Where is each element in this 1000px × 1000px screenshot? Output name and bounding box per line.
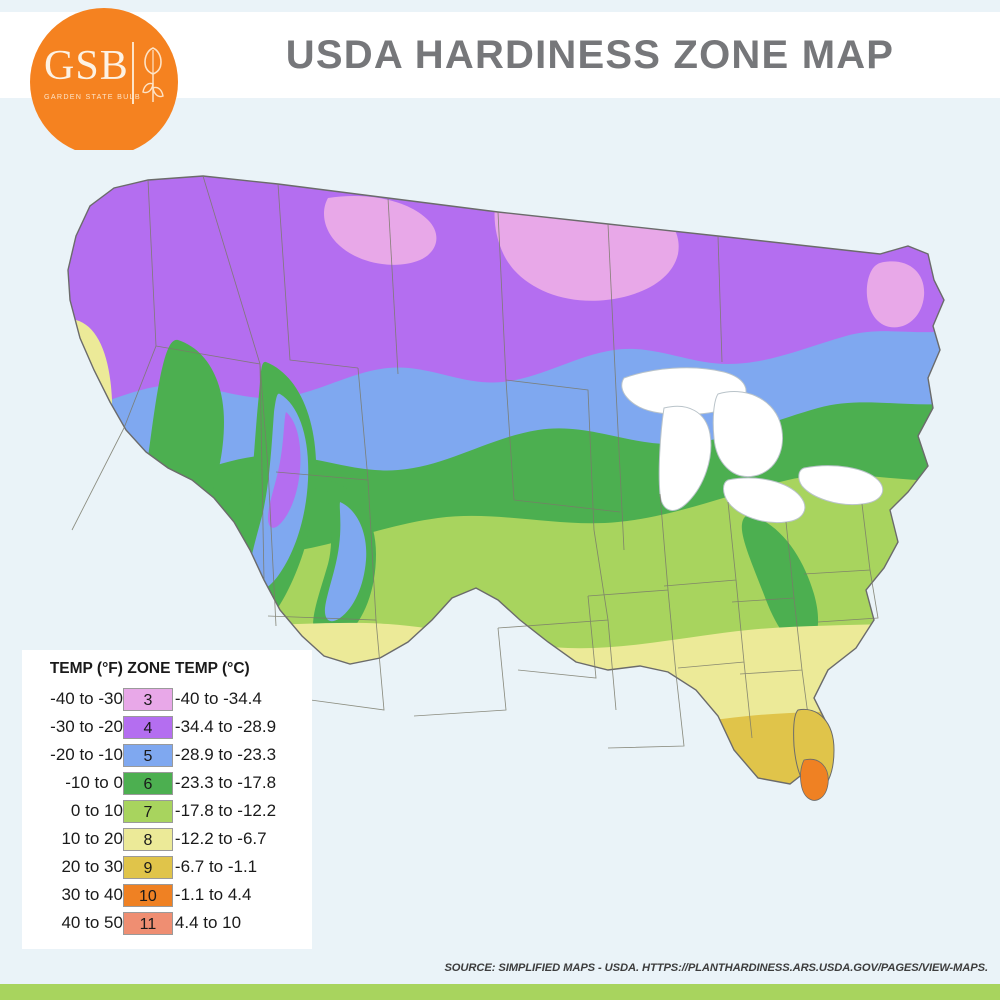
rockies-zone4-core (268, 412, 301, 528)
legend-zone-cell: 9 (122, 853, 175, 881)
legend-zone-cell: 7 (122, 797, 175, 825)
legend-temp-fahrenheit: -40 to -30 (50, 689, 123, 708)
florida-peninsula (793, 708, 835, 801)
legend-temp-celsius: -28.9 to -23.3 (174, 745, 277, 764)
zone-swatch[interactable]: 3 (122, 687, 173, 711)
legend-row: -10 to 0 6 -23.3 to -17.8 (34, 769, 298, 797)
legend-temp-fahrenheit: -20 to -10 (50, 745, 123, 764)
legend-row: 0 to 10 7 -17.8 to -12.2 (34, 797, 298, 825)
colorado-zone5-core (324, 502, 367, 622)
legend-body: -40 to -30 3 -40 to -34.4 -30 to -20 4 -34.4 … (34, 685, 298, 937)
legend-temp-fahrenheit: -30 to -20 (50, 717, 123, 736)
zone-swatch[interactable]: 6 (122, 771, 173, 795)
legend-temp-fahrenheit: 20 to 30 (61, 857, 123, 876)
legend-row: 20 to 30 9 -6.7 to -1.1 (34, 853, 298, 881)
legend-temp-fahrenheit: 40 to 50 (61, 913, 123, 932)
zone-swatch[interactable]: 9 (122, 855, 173, 879)
zone-3-montana (324, 196, 437, 265)
legend-row: 40 to 50 11 4.4 to 10 (34, 909, 298, 937)
legend-temp-celsius: 4.4 to 10 (174, 913, 242, 932)
legend-panel: TEMP (°F) ZONE TEMP (°C) -40 to -30 3 -40 … (22, 650, 312, 949)
legend-temp-celsius: -6.7 to -1.1 (174, 857, 258, 876)
legend-zone-cell: 8 (122, 825, 175, 853)
legend-row: -30 to -20 4 -34.4 to -28.9 (34, 713, 298, 741)
legend-zone-cell: 11 (122, 909, 175, 937)
legend-zone-cell: 10 (122, 881, 175, 909)
logo-divider (132, 42, 134, 104)
logo-monogram: GSB (44, 43, 129, 89)
legend-header-zone: ZONE (127, 660, 171, 677)
state-borders (71, 175, 879, 749)
legend-temp-celsius: -12.2 to -6.7 (174, 829, 267, 848)
zone-swatch[interactable]: 5 (122, 743, 173, 767)
source-attribution: SOURCE: SIMPLIFIED MAPS - USDA. HTTPS://… (444, 962, 988, 974)
legend-header-row: TEMP (°F) ZONE TEMP (°C) (34, 660, 298, 685)
brand-logo[interactable]: GSB GARDEN STATE BULB (30, 8, 178, 156)
page-title: USDA HARDINESS ZONE MAP (285, 32, 895, 77)
zone-3-northern-maine (866, 261, 925, 328)
zone-swatch[interactable]: 4 (122, 715, 173, 739)
zone-swatch[interactable]: 11 (122, 911, 173, 935)
legend-zone-cell: 3 (122, 685, 175, 713)
legend-header-fahrenheit: TEMP (°F) (49, 660, 123, 677)
legend-header-celsius: TEMP (°C) (174, 660, 250, 677)
legend-temp-celsius: -40 to -34.4 (174, 689, 262, 708)
legend-temp-celsius: -1.1 to 4.4 (174, 885, 252, 904)
legend-temp-celsius: -34.4 to -28.9 (174, 717, 277, 736)
legend-zone-cell: 4 (122, 713, 175, 741)
tulip-icon (139, 44, 167, 111)
legend-row: -40 to -30 3 -40 to -34.4 (34, 685, 298, 713)
zone-swatch[interactable]: 7 (122, 799, 173, 823)
appalachians-zone6 (741, 514, 819, 647)
legend-row: -20 to -10 5 -28.9 to -23.3 (34, 741, 298, 769)
great-lakes (621, 367, 884, 524)
legend-row: 10 to 20 8 -12.2 to -6.7 (34, 825, 298, 853)
legend-temp-celsius: -17.8 to -12.2 (174, 801, 277, 820)
logo-tagline: GARDEN STATE BULB (44, 92, 141, 101)
legend-temp-fahrenheit: 0 to 10 (70, 801, 123, 820)
legend-zone-cell: 5 (122, 741, 175, 769)
legend-temp-fahrenheit: 10 to 20 (61, 829, 123, 848)
legend-temp-celsius: -23.3 to -17.8 (174, 773, 277, 792)
legend-temp-fahrenheit: 30 to 40 (61, 885, 123, 904)
legend-temp-fahrenheit: -10 to 0 (65, 773, 123, 792)
legend-zone-cell: 6 (122, 769, 175, 797)
legend-row: 30 to 40 10 -1.1 to 4.4 (34, 881, 298, 909)
legend-table: TEMP (°F) ZONE TEMP (°C) -40 to -30 3 -40 … (34, 660, 298, 937)
bottom-accent-bar (0, 984, 1000, 1000)
zone-swatch[interactable]: 10 (122, 883, 173, 907)
zone-swatch[interactable]: 8 (122, 827, 173, 851)
